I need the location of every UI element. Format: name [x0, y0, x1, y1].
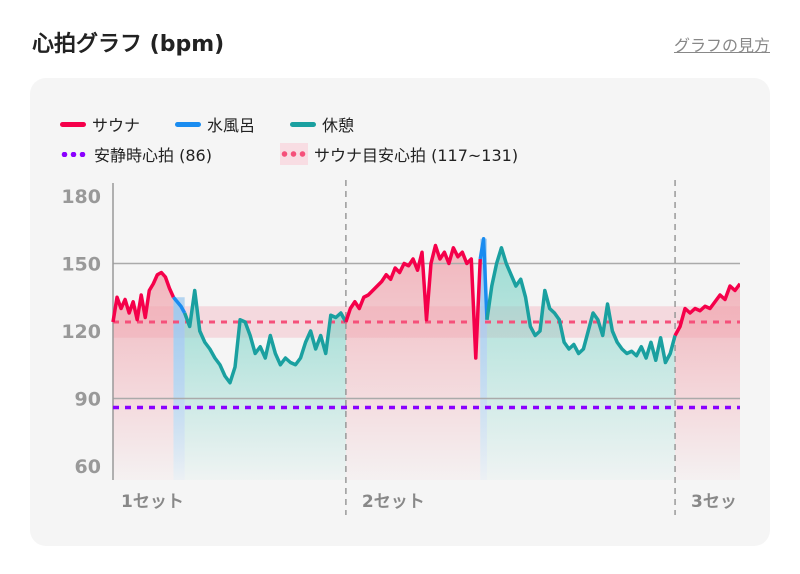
rest-swatch-icon [290, 121, 316, 127]
legend-label: 水風呂 [207, 116, 256, 135]
target-dots-icon [280, 143, 308, 165]
legend-water: 水風呂 [175, 112, 255, 136]
sauna-swatch-icon [60, 121, 86, 127]
rest-area [486, 247, 676, 480]
set-label: 2セット [362, 492, 425, 512]
legend-target-hr: サウナ目安心拍 (117~131) [280, 142, 518, 166]
right-mask [740, 180, 770, 480]
legend-resting-hr: 安静時心拍 (86) [60, 142, 212, 166]
y-tick-label: 120 [61, 321, 101, 343]
legend-rest: 休憩 [290, 112, 354, 136]
set-label: 3セッ [691, 492, 737, 512]
resting-dots-icon [60, 151, 88, 157]
rest-area [184, 290, 346, 480]
legend-label: サウナ目安心拍 (117~131) [314, 146, 519, 165]
sauna-area [345, 245, 481, 480]
water-area [173, 297, 185, 480]
rest-line [183, 288, 348, 385]
sauna-area [675, 283, 740, 480]
y-tick-label: 180 [61, 186, 101, 208]
page-title: 心拍グラフ (bpm) [32, 32, 225, 57]
rest-line [485, 246, 677, 365]
legend-label: サウナ [92, 116, 141, 135]
graph-help-link[interactable]: グラフの見方 [673, 36, 770, 55]
sauna-area [113, 272, 174, 480]
water-swatch-icon [175, 121, 201, 127]
y-tick-label: 60 [75, 456, 101, 478]
set-label: 1セット [121, 492, 184, 512]
sauna-line [111, 270, 176, 323]
sauna-line [673, 282, 742, 337]
legend-label: 安静時心拍 (86) [94, 146, 212, 165]
sauna-line [344, 243, 482, 360]
water-line [478, 237, 489, 320]
legend-label: 休憩 [322, 116, 355, 135]
water-line [172, 296, 187, 314]
legend-sauna: サウナ [60, 112, 140, 136]
y-tick-label: 90 [75, 389, 101, 411]
y-tick-label: 150 [61, 254, 101, 276]
